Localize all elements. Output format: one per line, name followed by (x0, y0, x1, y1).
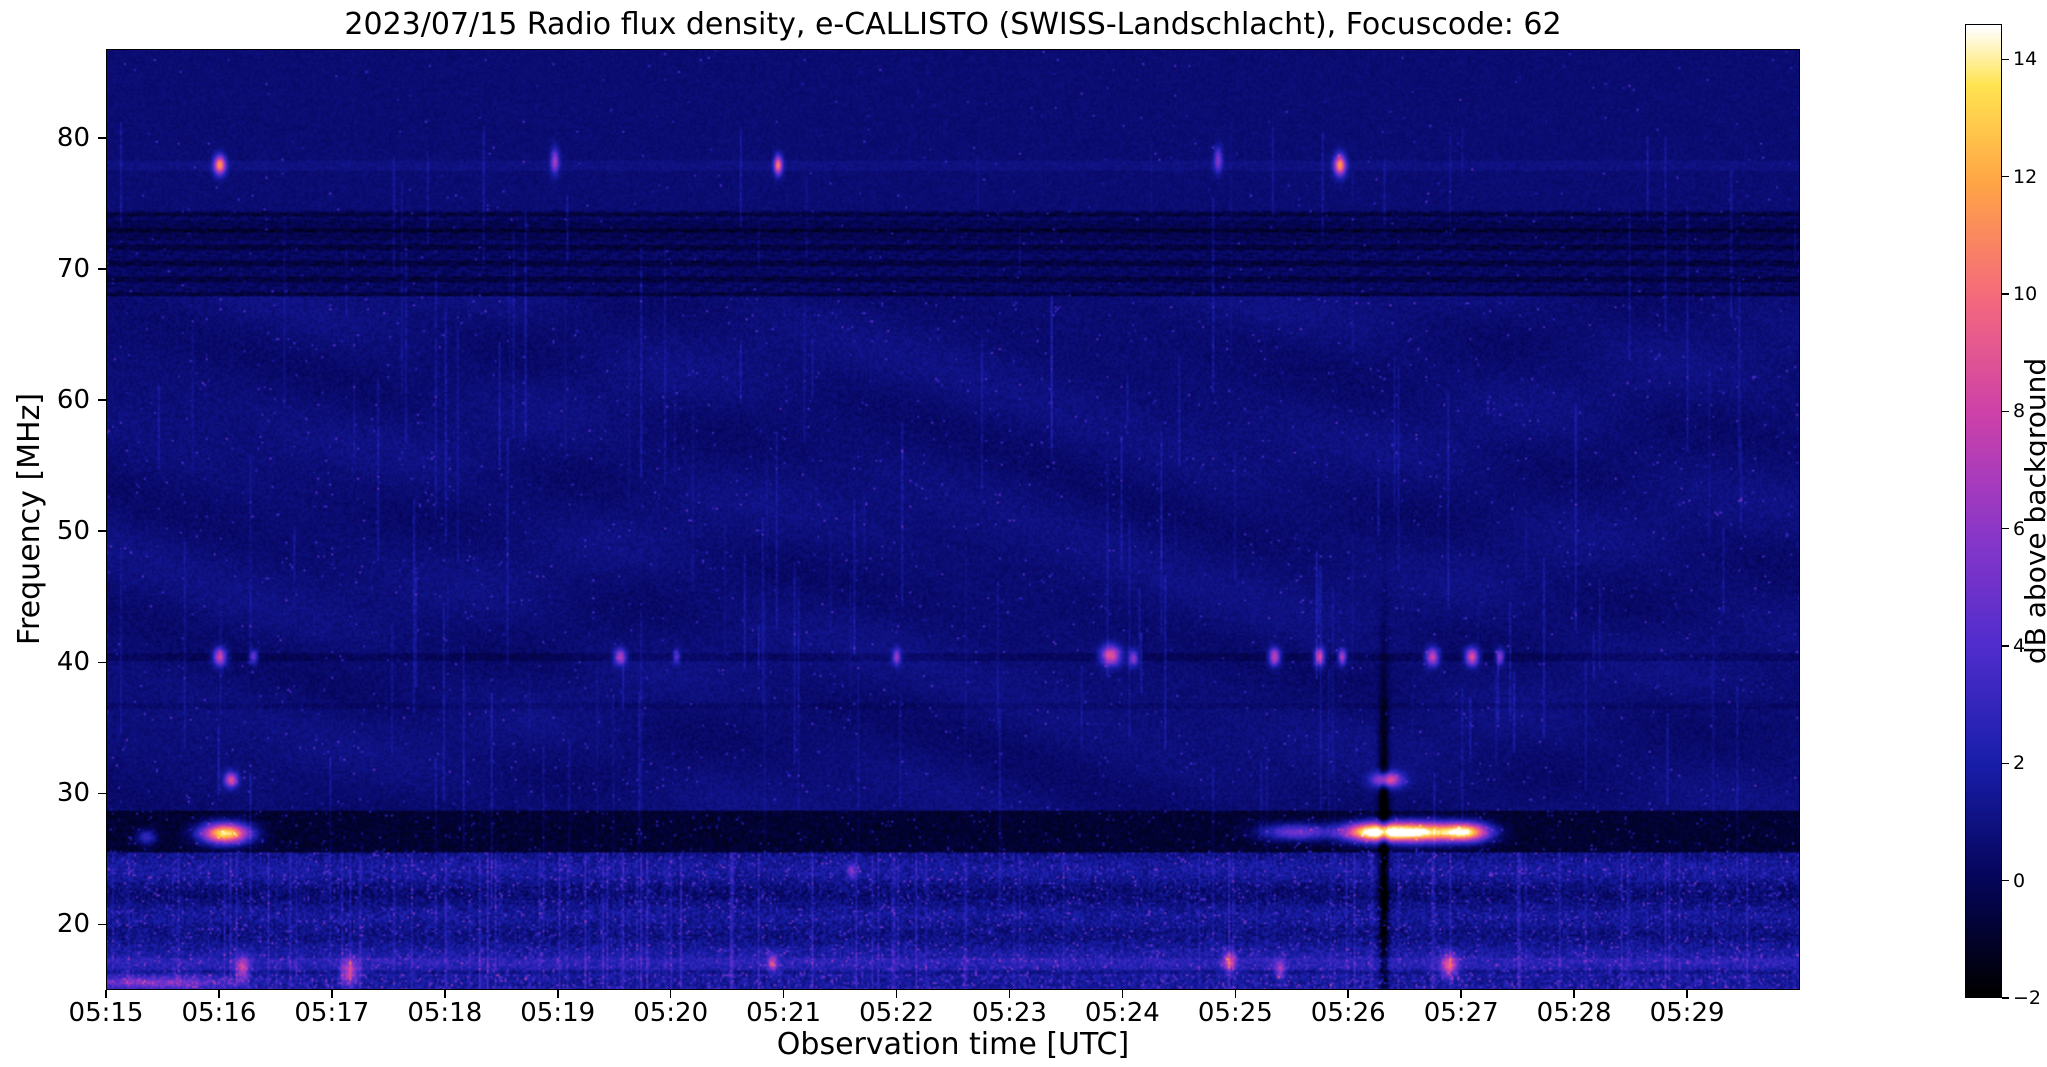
colorbar-tick-mark (2002, 762, 2009, 764)
x-tick-mark (669, 990, 672, 998)
y-tick-mark (98, 661, 106, 664)
colorbar-tick-label: 2 (2013, 752, 2026, 775)
colorbar-tick-label: 14 (2013, 48, 2038, 71)
colorbar-tick-mark (2002, 175, 2009, 178)
spectrogram-heatmap (106, 49, 1800, 990)
x-tick-label: 05:29 (1649, 998, 1725, 1028)
x-tick-label: 05:26 (1310, 998, 1386, 1028)
chart-title: 2023/07/15 Radio flux density, e-CALLIST… (344, 7, 1562, 42)
x-tick-label: 05:15 (68, 998, 144, 1028)
x-tick-mark (556, 990, 559, 998)
colorbar-tick-mark (2002, 410, 2009, 412)
x-tick-label: 05:23 (971, 998, 1047, 1028)
x-tick-label: 05:20 (633, 998, 709, 1028)
x-tick-mark (1686, 990, 1688, 998)
colorbar-tick-label: 10 (2013, 282, 2038, 305)
x-tick-label: 05:17 (294, 998, 370, 1028)
x-tick-mark (1347, 990, 1350, 998)
x-tick-mark (1573, 990, 1575, 998)
y-tick-label: 50 (56, 516, 90, 547)
x-tick-mark (218, 990, 220, 998)
x-tick-mark (1121, 990, 1124, 998)
y-tick-mark (98, 792, 106, 795)
y-tick-label: 70 (56, 254, 90, 285)
x-tick-mark (895, 990, 898, 998)
x-tick-mark (782, 990, 785, 998)
x-tick-label: 05:24 (1084, 998, 1160, 1028)
x-axis-label: Observation time [UTC] (776, 1027, 1130, 1062)
colorbar-tick-label: −2 (2013, 987, 2042, 1009)
x-tick-label: 05:18 (407, 998, 483, 1028)
y-tick-mark (98, 137, 106, 139)
colorbar-tick-mark (2002, 527, 2009, 530)
y-tick-label: 30 (56, 778, 90, 809)
colorbar-tick-label: 4 (2013, 634, 2026, 657)
x-tick-label: 05:25 (1197, 998, 1273, 1028)
x-tick-label: 05:27 (1423, 998, 1499, 1028)
y-tick-label: 40 (56, 647, 90, 678)
colorbar-tick-mark (2002, 58, 2009, 60)
colorbar-tick-mark (2002, 879, 2009, 882)
colorbar-tick-label: 0 (2013, 869, 2026, 892)
y-tick-mark (98, 399, 106, 402)
x-tick-label: 05:28 (1536, 998, 1612, 1028)
y-tick-label: 20 (56, 909, 90, 940)
x-tick-label: 05:22 (859, 998, 934, 1028)
colorbar-gradient (1966, 25, 2001, 997)
x-tick-mark (1008, 990, 1011, 998)
x-tick-mark (331, 990, 333, 998)
colorbar-tick-mark (2002, 645, 2009, 647)
colorbar-tick-label: 8 (2013, 400, 2026, 423)
y-tick-mark (98, 268, 106, 270)
x-tick-mark (105, 990, 107, 998)
colorbar-tick-mark (2002, 997, 2009, 999)
y-tick-label: 80 (56, 123, 90, 154)
y-tick-mark (98, 530, 106, 533)
x-tick-mark (444, 990, 446, 998)
x-tick-label: 05:19 (520, 998, 596, 1028)
x-tick-label: 05:16 (181, 998, 257, 1028)
colorbar-tick-label: 12 (2013, 165, 2038, 188)
colorbar-tick-label: 6 (2013, 517, 2026, 540)
x-tick-label: 05:21 (746, 998, 822, 1028)
y-tick-mark (98, 923, 106, 926)
x-tick-mark (1234, 990, 1237, 998)
colorbar (1965, 24, 2002, 998)
colorbar-tick-mark (2002, 293, 2009, 295)
x-tick-mark (1460, 990, 1462, 998)
y-tick-label: 60 (56, 385, 90, 416)
